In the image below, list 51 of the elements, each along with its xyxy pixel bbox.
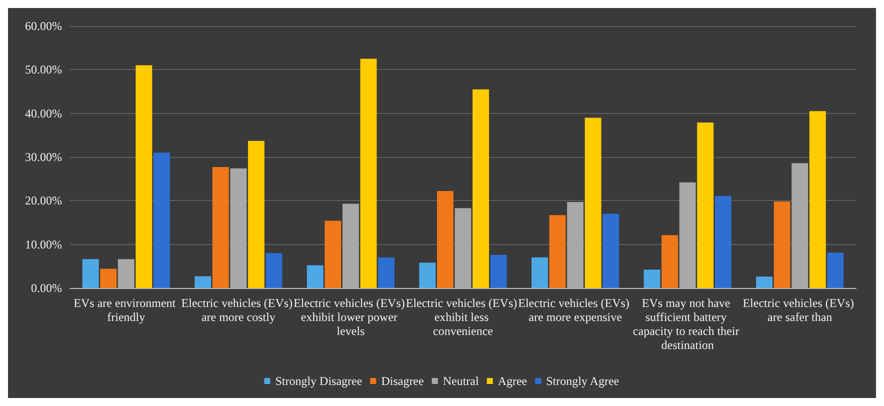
bar bbox=[567, 202, 584, 288]
y-tick-label: 20.00% bbox=[25, 194, 62, 208]
legend-label: Agree bbox=[498, 374, 528, 388]
y-tick-label: 60.00% bbox=[25, 19, 62, 33]
bar bbox=[194, 276, 212, 288]
bar bbox=[809, 111, 826, 288]
bar bbox=[714, 196, 732, 288]
bar bbox=[306, 265, 324, 288]
bar bbox=[454, 208, 472, 288]
y-tick-label: 0.00% bbox=[31, 281, 62, 295]
legend-label: Strongly Agree bbox=[546, 374, 620, 388]
legend-label: Neutral bbox=[442, 374, 480, 388]
bar bbox=[792, 163, 808, 288]
bar bbox=[212, 167, 229, 288]
bar bbox=[827, 252, 844, 288]
bar bbox=[118, 259, 134, 288]
y-tick-label: 10.00% bbox=[25, 237, 62, 252]
legend-label: Strongly Disagree bbox=[275, 374, 362, 388]
bar bbox=[342, 204, 359, 288]
bar bbox=[584, 118, 602, 288]
y-tick-label: 40.00% bbox=[25, 106, 62, 120]
bar bbox=[679, 182, 696, 288]
x-tick-label: Electric vehicles (EVs) are more expensive bbox=[518, 296, 632, 324]
bar bbox=[136, 65, 152, 288]
x-tick-label: Electric vehicles (EVs) are safer than bbox=[742, 296, 857, 324]
y-tick-label: 50.00% bbox=[25, 62, 62, 77]
bar bbox=[774, 202, 790, 288]
bar bbox=[153, 152, 170, 288]
x-tick-label: EVs are environment friendly bbox=[74, 296, 179, 324]
bar bbox=[662, 235, 678, 288]
legend-label: Disagree bbox=[381, 374, 424, 388]
bar bbox=[602, 214, 620, 288]
bar bbox=[248, 140, 264, 288]
bar bbox=[549, 215, 566, 288]
x-tick-label: EVs may not have sufficient battery capacity to reach their destination bbox=[632, 296, 742, 352]
bar bbox=[266, 253, 282, 288]
bar bbox=[230, 168, 247, 288]
bar bbox=[419, 262, 436, 288]
bar bbox=[360, 58, 377, 288]
bar bbox=[378, 257, 395, 288]
bar bbox=[490, 254, 507, 288]
bar bbox=[100, 268, 117, 288]
bar bbox=[324, 220, 342, 288]
bar bbox=[531, 257, 548, 288]
bar bbox=[82, 259, 99, 288]
y-tick-label: 30.00% bbox=[25, 150, 62, 164]
bar bbox=[697, 122, 714, 288]
bar bbox=[644, 270, 660, 288]
bar bbox=[472, 89, 490, 288]
bar bbox=[756, 276, 773, 288]
bar bbox=[436, 191, 454, 288]
